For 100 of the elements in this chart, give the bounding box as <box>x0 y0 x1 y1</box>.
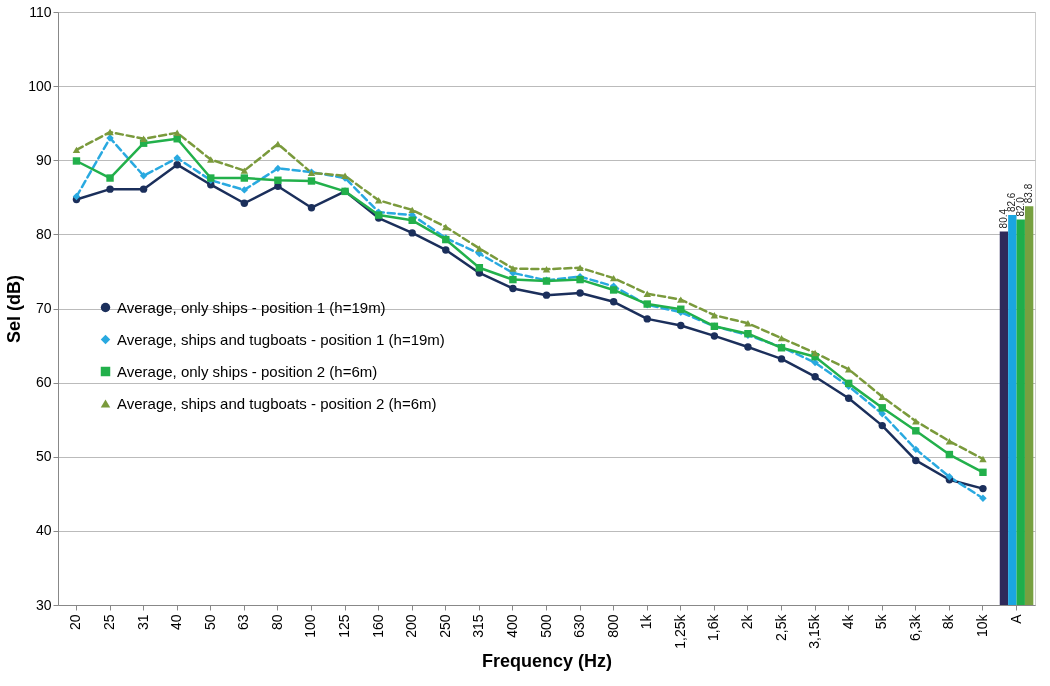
point <box>643 290 651 297</box>
point <box>912 445 920 454</box>
point <box>139 185 148 193</box>
point <box>106 174 114 182</box>
point <box>811 349 819 357</box>
data-label: 80.4 <box>997 208 1009 229</box>
point <box>509 284 517 293</box>
point <box>609 286 618 294</box>
x-tick-label: 250 <box>436 614 453 638</box>
y-tick-label: 90 <box>35 151 52 168</box>
point <box>509 265 517 272</box>
x-tick-label: 20 <box>67 614 84 631</box>
x-tick-label: 100 <box>302 614 319 638</box>
point <box>408 229 416 237</box>
point <box>72 157 81 165</box>
data-label: 83.8 <box>1023 183 1035 204</box>
point <box>139 172 148 180</box>
point <box>643 315 651 323</box>
x-tick-label: 1,6k <box>705 613 722 641</box>
point <box>274 164 282 173</box>
y-tick-label: 40 <box>35 522 52 539</box>
x-tick-label: 31 <box>134 614 151 631</box>
point <box>542 291 551 299</box>
x-tick-label: 2k <box>738 613 755 630</box>
x-tick-label: 800 <box>604 614 621 638</box>
point <box>576 264 584 271</box>
y-tick-label: 100 <box>28 77 52 94</box>
point <box>878 421 886 430</box>
point <box>609 298 618 306</box>
x-tick-label: 1,25k <box>671 613 688 649</box>
point <box>240 174 249 182</box>
x-tick-label: A <box>1007 613 1024 624</box>
point <box>307 203 316 212</box>
x-tick-label: 25 <box>101 614 118 631</box>
y-tick-label: 50 <box>35 448 52 465</box>
x-tick-label: 8k <box>940 613 957 630</box>
point <box>609 274 618 282</box>
point <box>945 437 954 445</box>
point <box>677 296 685 303</box>
point <box>173 129 181 137</box>
point <box>442 246 450 254</box>
point <box>72 146 81 154</box>
x-tick-label: 3,15k <box>806 613 823 649</box>
point <box>912 427 920 435</box>
x-tick-label: 400 <box>503 614 520 638</box>
point <box>878 393 886 400</box>
x-tick-label: 2,5k <box>772 613 789 641</box>
point <box>979 484 987 493</box>
x-tick-label: 315 <box>470 614 487 638</box>
point <box>274 140 282 148</box>
y-tick-label: 110 <box>29 3 52 20</box>
point <box>878 404 886 412</box>
legend-label: Average, ships and tugboats - position 1 (h=19m) <box>117 330 445 348</box>
point <box>744 343 752 351</box>
point <box>475 245 484 252</box>
y-tick-label: 70 <box>35 300 52 316</box>
point <box>844 394 853 402</box>
point <box>744 320 752 327</box>
point <box>710 332 719 340</box>
y-axis-title: Sel (dB) <box>4 274 25 344</box>
point <box>811 372 819 381</box>
point <box>509 275 517 284</box>
x-tick-label: 40 <box>168 614 185 631</box>
legend-label: Average, only ships - position 1 (h=19m) <box>117 298 386 316</box>
y-tick-label: 30 <box>35 596 52 613</box>
point <box>139 135 148 142</box>
point <box>207 156 215 163</box>
point <box>240 167 249 174</box>
point <box>677 321 685 330</box>
point <box>777 334 786 342</box>
point <box>979 468 987 477</box>
x-tick-label: 10k <box>973 613 990 638</box>
point <box>307 177 316 185</box>
point <box>274 176 282 184</box>
point <box>576 289 584 297</box>
x-tick-label: 5k <box>873 613 890 630</box>
x-tick-label: 125 <box>336 614 353 638</box>
x-tick-label: 1k <box>638 613 655 630</box>
point <box>777 355 786 363</box>
point <box>240 186 249 194</box>
legend-label: Average, ships and tugboats - position 2 (h=6m) <box>117 394 437 412</box>
point <box>240 199 249 207</box>
x-tick-label: 50 <box>201 614 218 631</box>
point <box>912 456 920 465</box>
x-tick-label: 6,3k <box>906 613 923 641</box>
x-tick-label: 630 <box>571 614 588 638</box>
point <box>173 161 181 169</box>
point <box>979 455 987 463</box>
point <box>408 216 416 224</box>
x-tick-label: 160 <box>369 614 386 638</box>
x-tick-label: 80 <box>268 614 285 631</box>
point <box>542 266 551 273</box>
point <box>106 185 114 193</box>
legend-label: Average, only ships - position 2 (h=6m) <box>117 362 378 380</box>
x-tick-label: 4k <box>839 613 856 630</box>
point <box>442 223 450 231</box>
point <box>408 206 416 214</box>
x-tick-label: 63 <box>235 614 252 631</box>
x-tick-label: 500 <box>537 614 554 638</box>
y-tick-label: 80 <box>35 225 52 242</box>
